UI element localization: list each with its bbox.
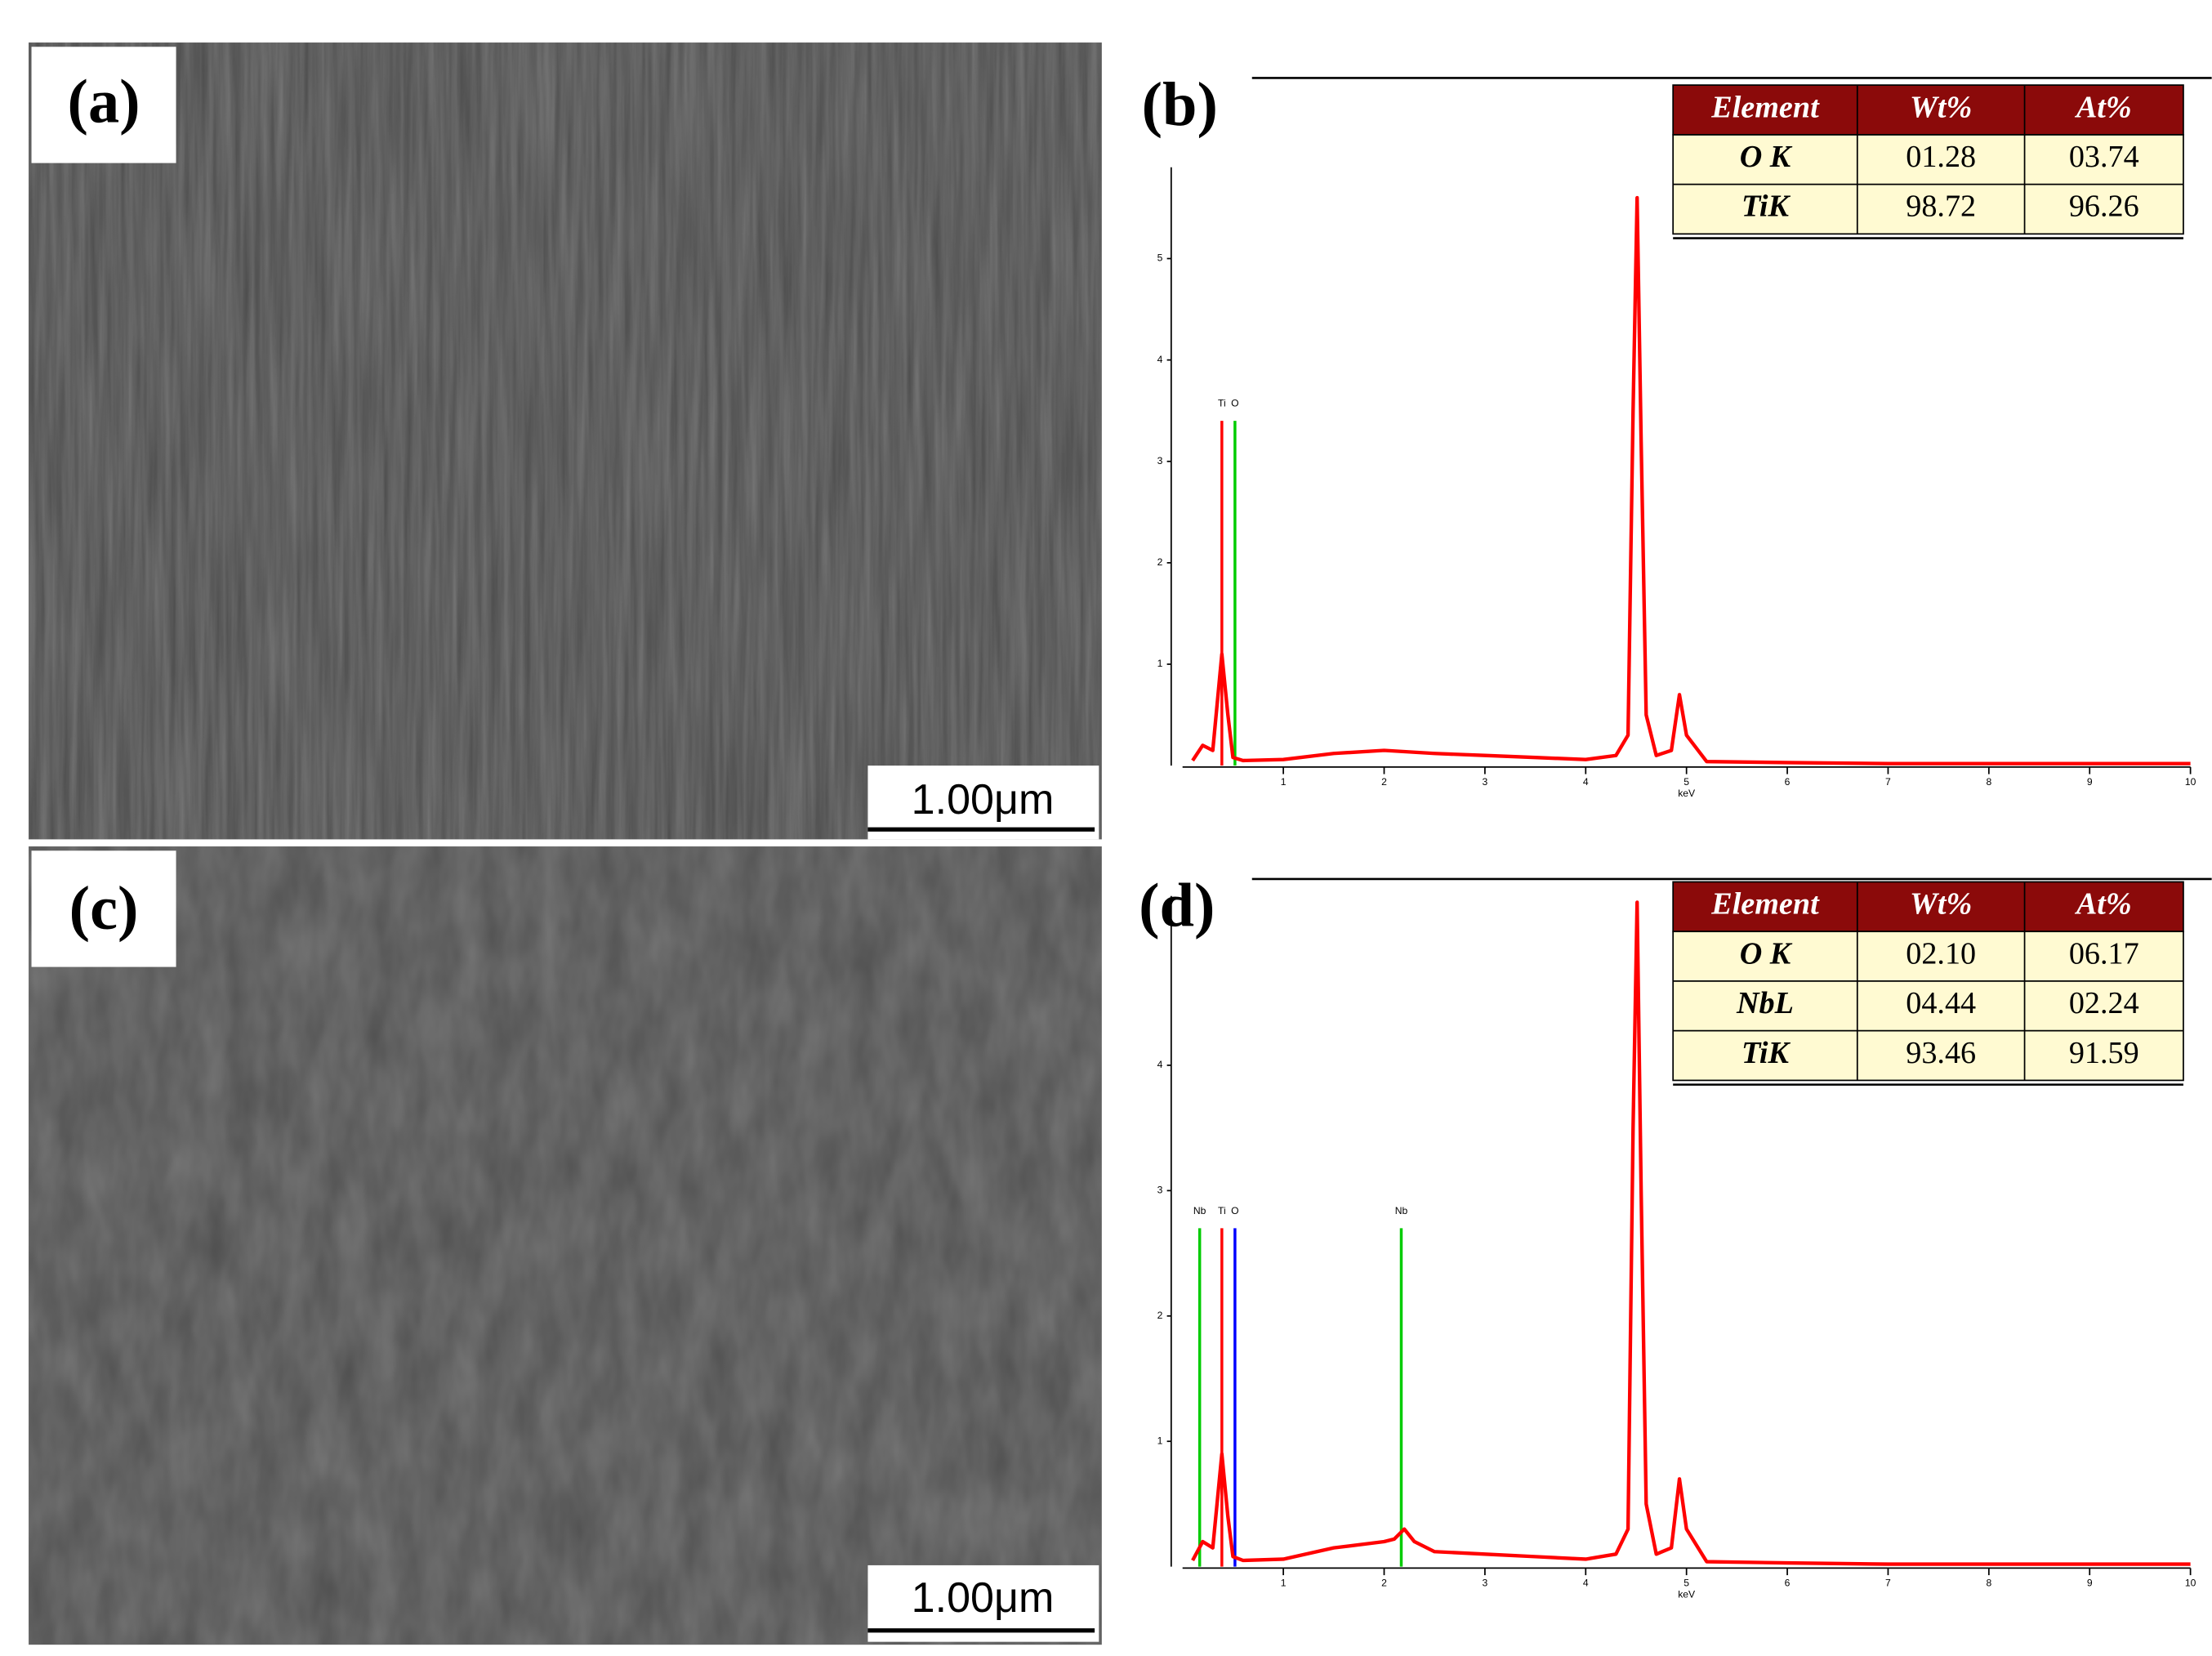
x-tick-label: 5 (1684, 776, 1689, 788)
table-cell: TiK (1742, 1036, 1791, 1070)
x-axis-label: keV (1678, 1589, 1696, 1600)
element-marker-label: Nb (1193, 1205, 1206, 1216)
element-marker-label: Nb (1395, 1205, 1408, 1216)
table-header: At% (2075, 90, 2132, 124)
x-tick-label: 1 (1281, 1578, 1287, 1589)
x-tick-label: 7 (1885, 1578, 1891, 1589)
x-tick-label: 9 (2087, 776, 2093, 788)
panel-label: (a) (68, 66, 140, 136)
scale-bar-label: 1.00μm (912, 776, 1055, 824)
table-header-bg (1672, 84, 2184, 136)
y-tick-label: 5 (1157, 252, 1163, 264)
x-tick-label: 8 (1986, 776, 1991, 788)
table-body-bg (1672, 931, 2184, 1082)
y-tick-label: 3 (1157, 455, 1163, 466)
table-cell: 04.44 (1906, 986, 1976, 1020)
x-tick-label: 10 (2185, 776, 2196, 788)
table-cell: 91.59 (2069, 1036, 2139, 1070)
table-header: Element (1710, 90, 1820, 124)
table-cell: O K (1740, 140, 1793, 174)
x-tick-label: 2 (1381, 1578, 1387, 1589)
y-tick-label: 2 (1157, 556, 1163, 568)
panel-label: (c) (69, 873, 139, 943)
x-tick-label: 10 (2185, 1578, 2196, 1589)
scale-bar-box (867, 766, 1099, 840)
table-cell: 06.17 (2069, 936, 2139, 971)
element-marker-label: O (1231, 1205, 1238, 1216)
table-cell: 03.74 (2069, 140, 2139, 174)
table-header: Wt% (1910, 90, 1972, 124)
table-cell: 96.26 (2069, 190, 2139, 224)
y-tick-label: 4 (1157, 1059, 1163, 1070)
y-tick-label: 1 (1157, 658, 1163, 669)
table-cell: O K (1740, 936, 1793, 971)
panel-label: (d) (1139, 870, 1215, 940)
x-tick-label: 7 (1885, 776, 1891, 788)
table-cell: TiK (1742, 190, 1791, 224)
table-header: Element (1710, 887, 1820, 922)
x-tick-label: 6 (1785, 776, 1791, 788)
x-tick-label: 1 (1281, 776, 1287, 788)
y-tick-label: 3 (1157, 1185, 1163, 1196)
x-axis-label: keV (1678, 788, 1696, 799)
table-cell: 02.24 (2069, 986, 2139, 1020)
table-cell: 01.28 (1906, 140, 1976, 174)
x-tick-label: 4 (1583, 1578, 1589, 1589)
scale-bar-label: 1.00μm (912, 1574, 1055, 1622)
label-box (31, 850, 176, 967)
table-header: Wt% (1910, 887, 1972, 922)
x-tick-label: 8 (1986, 1578, 1991, 1589)
y-tick-label: 4 (1157, 354, 1163, 365)
x-tick-label: 5 (1684, 1578, 1689, 1589)
y-tick-label: 2 (1157, 1310, 1163, 1321)
x-tick-label: 3 (1483, 1578, 1488, 1589)
element-marker-label: Ti (1218, 397, 1226, 408)
table-cell: NbL (1736, 986, 1794, 1020)
x-tick-label: 9 (2087, 1578, 2093, 1589)
element-marker-label: Ti (1218, 1205, 1226, 1216)
x-tick-label: 2 (1381, 776, 1387, 788)
table-cell: 93.46 (1906, 1036, 1976, 1070)
table-header: At% (2075, 887, 2132, 922)
spectrum (1191, 900, 2191, 1566)
panel-label: (b) (1142, 69, 1218, 139)
sem-texture (29, 42, 1102, 840)
y-tick-label: 1 (1157, 1435, 1163, 1446)
table-cell: 98.72 (1906, 190, 1976, 224)
sem-texture (29, 846, 1102, 1645)
x-tick-label: 4 (1583, 776, 1589, 788)
table-header-bg (1672, 881, 2184, 933)
table-cell: 02.10 (1906, 936, 1976, 971)
element-marker-label: O (1231, 397, 1238, 408)
label-box (31, 47, 176, 163)
spectrum (1191, 195, 2191, 766)
x-tick-label: 6 (1785, 1578, 1791, 1589)
x-tick-label: 3 (1483, 776, 1488, 788)
